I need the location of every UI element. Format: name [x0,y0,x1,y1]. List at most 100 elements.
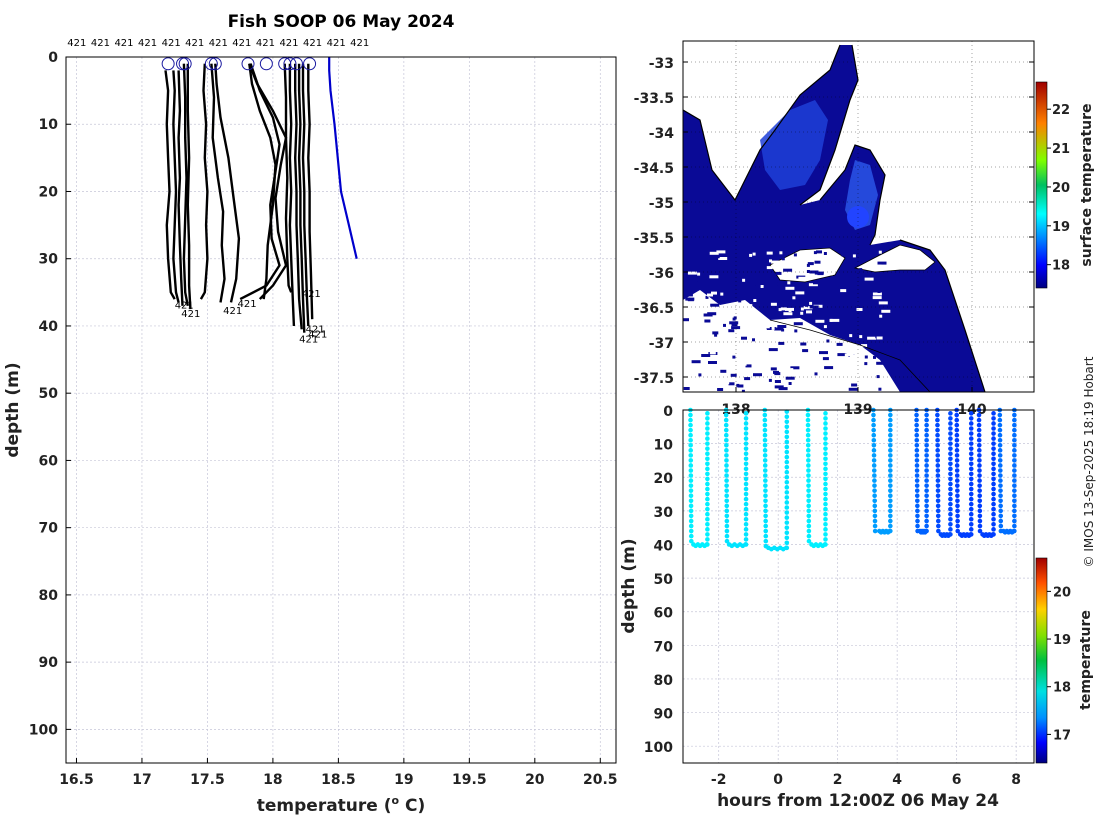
map-pixel [763,325,770,329]
section-point [763,493,768,499]
map-pixel [793,253,797,257]
profile-top-label: 421 [185,38,204,49]
section-point [724,453,729,458]
map-pixel [748,321,752,325]
section-point [705,466,710,472]
map-pixel [718,257,728,260]
sst-colorbar-tick-label: 22 [1052,103,1070,118]
map-pixel [760,285,764,288]
section-point [872,523,878,529]
section-point [955,513,960,519]
profile-x-tick-label: 19.5 [452,772,487,788]
section-point [823,527,828,532]
section-point [998,483,1003,488]
map-pixel [698,373,702,377]
section-point [948,421,953,426]
profile-y-tick-label: 80 [39,588,59,604]
map-pixel [840,289,847,293]
section-point [968,486,974,492]
section-point [914,443,920,448]
section-point [977,493,983,499]
section-point [914,493,920,499]
section-x-tick-label: 0 [773,772,783,788]
section-point [1012,412,1017,418]
section-point [688,458,694,463]
section-point [935,417,940,423]
section-point [888,422,893,428]
section-point [924,528,929,534]
section-point [823,501,828,507]
section-point [977,503,983,509]
section-point [705,496,710,502]
profile-top-label: 421 [327,38,346,49]
section-point [954,422,960,428]
section-point [823,532,828,537]
section-point [1012,458,1017,463]
map-pixel [792,388,798,392]
section-point [935,493,941,499]
section-x-tick-label: -2 [711,772,727,788]
section-point [743,446,749,451]
section-point [806,518,812,524]
section-point [763,538,769,544]
map-pixel [877,274,881,278]
section-point [823,441,828,446]
section-point [823,451,828,457]
profile-line-p10 [239,63,281,301]
section-point [723,432,729,438]
section-point [784,485,790,490]
section-point [948,466,953,472]
section-point [948,436,953,441]
section-point [743,506,749,512]
section-point [977,473,982,478]
section-point [914,448,920,453]
section-point [724,518,730,524]
section-point [823,537,828,542]
section-point [784,454,790,460]
section-point [954,478,960,483]
section-point [991,461,996,467]
section-point [743,527,749,532]
map-pixel [841,253,848,257]
map-pixel [824,366,834,370]
map-pixel [806,310,812,314]
section-point [935,503,941,509]
sst-colorbar-tick-label: 19 [1052,220,1070,235]
section-point [763,488,768,493]
map-pixel [876,375,880,379]
map-pixel [753,373,762,377]
map-pixel [829,380,833,384]
map-pixel [697,281,701,285]
section-point [976,443,982,448]
section-point [888,488,893,493]
section-point [743,451,749,457]
section-point [955,518,960,524]
section-point [762,417,768,423]
section-point [1012,503,1017,509]
section-point [784,545,790,551]
section-point [871,422,876,428]
map-lat-label: -36 [649,266,674,282]
section-point [924,523,929,529]
section-point [935,437,940,443]
map-pixel [793,322,803,326]
section-point [784,520,790,525]
map-pixel [872,296,882,300]
section-point [948,476,953,482]
profile-line-p8 [214,63,241,303]
section-point [784,530,790,536]
profile-line-p3 [177,70,184,306]
cloud-mask-region [683,290,900,392]
section-point [784,525,790,530]
map-pixel [729,321,739,325]
section-point [784,429,790,435]
section-point [1012,528,1017,534]
section-point [968,456,974,462]
map-pixel [769,343,779,347]
map-pixel [774,385,784,389]
section-point [935,488,941,493]
section-point [688,523,694,529]
section-point [935,518,941,524]
map-pixel [693,299,700,303]
section-point [914,422,919,428]
